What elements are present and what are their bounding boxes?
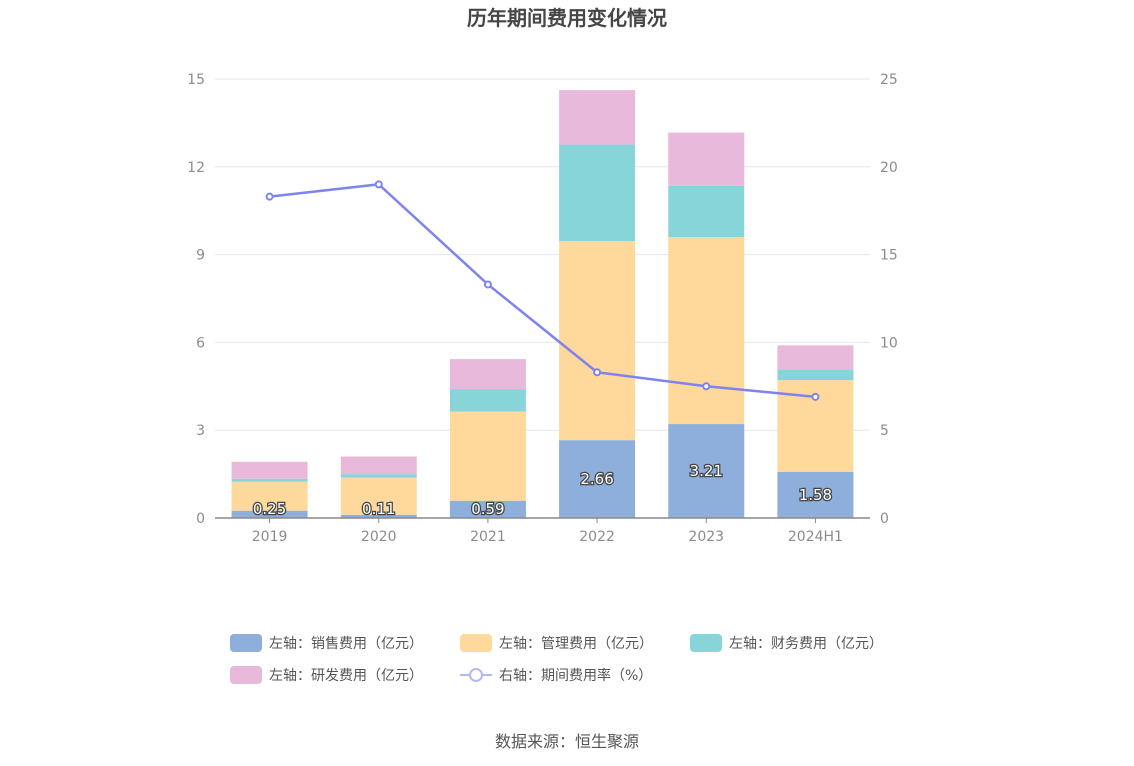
bars <box>231 90 854 518</box>
right-tick-label: 10 <box>880 335 898 351</box>
bar-data-label: 0.59 <box>471 500 504 518</box>
bar-segment <box>559 90 636 145</box>
legend-swatch <box>230 634 262 652</box>
left-tick-label: 9 <box>196 248 205 264</box>
legend-label: 左轴：销售费用（亿元） <box>269 636 423 652</box>
chart-title: 历年期间费用变化情况 <box>467 6 667 30</box>
rate-line <box>269 183 816 399</box>
rate-point <box>483 280 492 289</box>
right-tick-label: 5 <box>880 423 889 439</box>
x-tick-label: 2024H1 <box>788 529 843 545</box>
legend-swatch <box>690 634 722 652</box>
x-tick-label: 2021 <box>470 529 506 545</box>
legend-item: 左轴：研发费用（亿元） <box>230 666 423 684</box>
legend-label: 左轴：财务费用（亿元） <box>729 636 883 652</box>
bar-segment <box>449 359 526 390</box>
left-tick-label: 0 <box>196 511 205 527</box>
bar-segment <box>449 500 526 518</box>
right-axis: 0 5 10 15 20 25 <box>880 72 898 527</box>
legend-line-marker <box>469 668 483 682</box>
bar-data-label: 0.11 <box>362 500 395 518</box>
x-tick-label: 2023 <box>688 529 724 545</box>
bar-segment <box>668 237 745 425</box>
right-tick-label: 0 <box>880 511 889 527</box>
bar-segment <box>559 241 636 441</box>
x-tick-label: 2019 <box>252 529 288 545</box>
legend-swatch <box>230 666 262 684</box>
bar-segment <box>668 185 745 238</box>
gridlines <box>215 78 870 431</box>
bar-segment <box>777 471 854 518</box>
right-tick-label: 15 <box>880 248 898 264</box>
bar-segment <box>340 474 417 478</box>
rate-point <box>702 382 711 391</box>
bar-segment <box>340 514 417 518</box>
bar-data-label: 0.25 <box>253 500 286 518</box>
left-tick-label: 15 <box>187 72 205 88</box>
x-tick-label: 2020 <box>361 529 397 545</box>
legend-item: 右轴：期间费用率（%） <box>460 667 652 684</box>
left-tick-label: 12 <box>187 160 205 176</box>
left-axis: 0 3 6 9 12 15 <box>187 72 205 527</box>
legend-label: 右轴：期间费用率（%） <box>499 667 652 684</box>
rate-line-series <box>265 180 820 401</box>
bar-segment <box>559 440 636 518</box>
rate-point <box>265 192 274 201</box>
left-tick-label: 3 <box>196 423 205 439</box>
bar-segment <box>231 461 308 479</box>
bar-segment <box>231 510 308 518</box>
bar-segment <box>340 477 417 515</box>
legend: 左轴：销售费用（亿元） 左轴：管理费用（亿元） 左轴：财务费用（亿元） 左轴：研发费用… <box>230 634 883 684</box>
rate-point <box>811 392 820 401</box>
legend-label: 左轴：研发费用（亿元） <box>269 668 423 684</box>
rate-point <box>374 180 383 189</box>
bar-data-label: 2.66 <box>580 470 613 488</box>
source-note: 数据来源：恒生聚源 <box>495 732 639 751</box>
right-tick-label: 20 <box>880 160 898 176</box>
legend-item: 左轴：管理费用（亿元） <box>460 634 653 652</box>
bar-segment <box>777 369 854 381</box>
bar-segment <box>668 132 745 186</box>
bar-data-label: 3.21 <box>690 462 723 480</box>
legend-swatch <box>460 634 492 652</box>
right-tick-label: 25 <box>880 72 898 88</box>
x-tick-label: 2022 <box>579 529 615 545</box>
bar-data-label: 1.58 <box>799 486 832 504</box>
bar-segment <box>777 345 854 370</box>
rate-point <box>593 368 602 377</box>
bar-segment <box>231 478 308 482</box>
bar-segment <box>668 424 745 518</box>
bar-segment <box>449 411 526 501</box>
bar-labels: 0.25 0.11 0.59 2.66 3.21 1.58 <box>252 461 834 519</box>
x-axis: 2019 2020 2021 2022 2023 2024H1 <box>252 518 843 545</box>
legend-label: 左轴：管理费用（亿元） <box>499 636 653 652</box>
bar-segment <box>231 481 308 511</box>
bar-segment <box>559 144 636 242</box>
legend-item: 左轴：财务费用（亿元） <box>690 634 883 652</box>
left-tick-label: 6 <box>196 335 205 351</box>
bar-segment <box>340 456 417 475</box>
legend-item: 左轴：销售费用（亿元） <box>230 634 423 652</box>
bar-segment <box>449 389 526 412</box>
